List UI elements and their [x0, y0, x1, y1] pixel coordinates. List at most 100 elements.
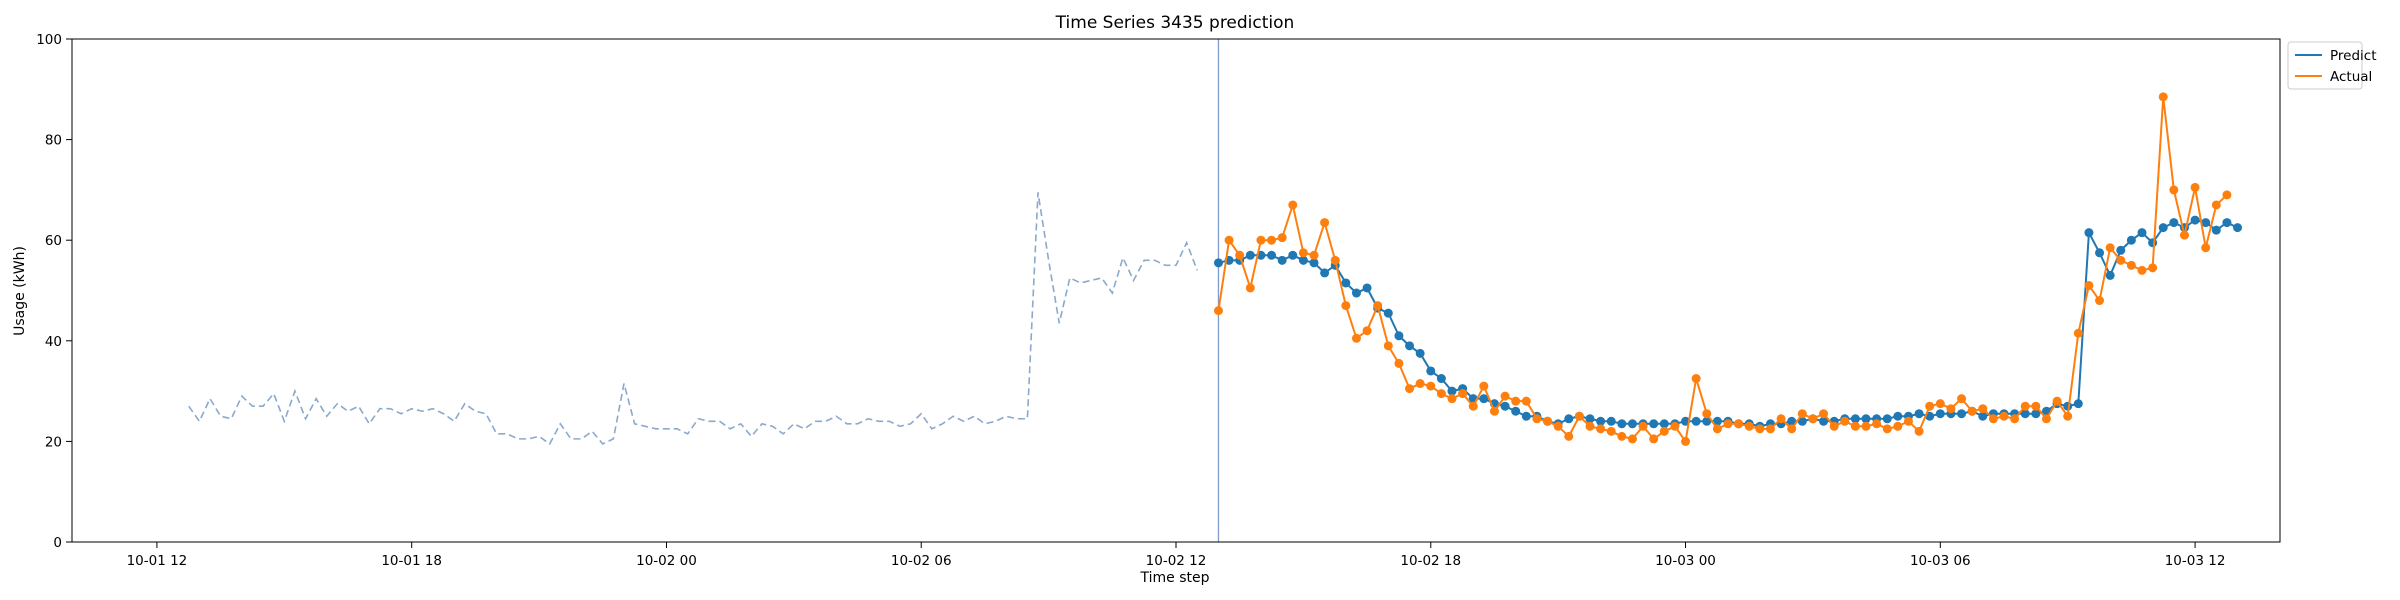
actual-point: [1712, 424, 1722, 434]
actual-point: [1585, 421, 1595, 431]
predict-point: [1245, 250, 1255, 260]
predict-point: [1415, 348, 1425, 358]
actual-point: [1245, 283, 1255, 293]
actual-point: [1627, 434, 1637, 444]
predict-point: [1394, 331, 1404, 341]
y-axis: 0 20 40 60 80 100: [36, 32, 72, 551]
actual-point: [1734, 419, 1744, 429]
predict-point: [1479, 394, 1489, 404]
chart-title: Time Series 3435 prediction: [1055, 13, 1295, 33]
y-tick-label: 80: [45, 133, 62, 149]
actual-point: [1224, 235, 1234, 245]
actual-point: [1213, 306, 1223, 316]
predict-point: [1787, 416, 1797, 426]
predict-point: [1957, 409, 1967, 419]
actual-point: [1426, 381, 1436, 391]
actual-point: [1341, 301, 1351, 311]
actual-point: [2169, 185, 2179, 195]
plot-area: [188, 39, 2243, 542]
y-tick-label: 20: [45, 434, 62, 450]
predict-point: [2169, 218, 2179, 228]
actual-point: [1978, 404, 1988, 414]
predict-point: [1797, 416, 1807, 426]
predict-point: [1893, 411, 1903, 421]
actual-point: [2105, 243, 2115, 253]
actual-point: [2179, 230, 2189, 240]
predict-point: [2105, 270, 2115, 280]
actual-point: [1447, 394, 1457, 404]
predict-point: [1521, 411, 1531, 421]
predict-point: [1596, 416, 1606, 426]
actual-point: [1288, 200, 1298, 210]
actual-point: [1882, 424, 1892, 434]
x-tick-label: 10-02 00: [636, 553, 697, 569]
predict-point: [1267, 250, 1277, 260]
actual-point: [1320, 218, 1330, 228]
actual-point: [2158, 92, 2168, 102]
y-axis-label: Usage (kWh): [12, 246, 28, 336]
actual-point: [1351, 333, 1361, 343]
actual-point: [1235, 250, 1245, 260]
predict-point: [1627, 419, 1637, 429]
predict-point: [1511, 406, 1521, 416]
actual-point: [2126, 260, 2136, 270]
x-tick-label: 10-03 00: [1655, 553, 1716, 569]
predict-point: [1585, 414, 1595, 424]
predict-point: [1659, 419, 1669, 429]
actual-point: [1330, 255, 1340, 265]
actual-point: [2222, 190, 2232, 200]
actual-point: [1988, 414, 1998, 424]
predict-point: [2073, 399, 2083, 409]
actual-point: [2010, 414, 2020, 424]
x-tick-label: 10-03 12: [2165, 553, 2226, 569]
actual-point: [2041, 414, 2051, 424]
actual-point: [1829, 421, 1839, 431]
predict-point: [1277, 255, 1287, 265]
actual-point: [1755, 424, 1765, 434]
predict-point: [2190, 215, 2200, 225]
x-tick-label: 10-02 06: [891, 553, 952, 569]
predict-point: [1351, 288, 1361, 298]
actual-point: [2020, 401, 2030, 411]
actual-point: [1553, 421, 1563, 431]
predict-point: [1564, 414, 1574, 424]
predict-point: [1691, 416, 1701, 426]
predict-point: [1436, 374, 1446, 384]
actual-point: [2084, 280, 2094, 290]
predict-point: [1978, 411, 1988, 421]
predict-point: [2116, 245, 2126, 255]
actual-point: [1797, 409, 1807, 419]
legend-actual-label: Actual: [2330, 69, 2372, 85]
actual-point: [1893, 421, 1903, 431]
actual-point: [1617, 431, 1627, 441]
actual-point: [1574, 411, 1584, 421]
actual-point: [1649, 434, 1659, 444]
y-tick-label: 60: [45, 233, 62, 249]
actual-point: [1840, 416, 1850, 426]
predict-point: [2233, 223, 2243, 233]
actual-point: [1776, 414, 1786, 424]
predict-point: [1702, 416, 1712, 426]
actual-point: [1383, 341, 1393, 351]
actual-point: [2073, 328, 2083, 338]
actual-point: [1691, 374, 1701, 384]
x-tick-label: 10-02 12: [1146, 553, 1207, 569]
actual-point: [1935, 399, 1945, 409]
actual-point: [1543, 416, 1553, 426]
predict-point: [2137, 228, 2147, 238]
actual-point: [1458, 389, 1468, 399]
predict-point: [1447, 386, 1457, 396]
predict-point: [1649, 419, 1659, 429]
actual-point: [1638, 421, 1648, 431]
actual-point: [2148, 263, 2158, 273]
y-tick-label: 0: [53, 535, 62, 551]
actual-point: [1787, 424, 1797, 434]
actual-point: [1808, 414, 1818, 424]
actual-point: [1903, 416, 1913, 426]
actual-point: [1277, 233, 1287, 243]
predict-point: [1712, 416, 1722, 426]
predict-point: [2158, 223, 2168, 233]
actual-point: [1723, 419, 1733, 429]
predict-point: [1914, 409, 1924, 419]
